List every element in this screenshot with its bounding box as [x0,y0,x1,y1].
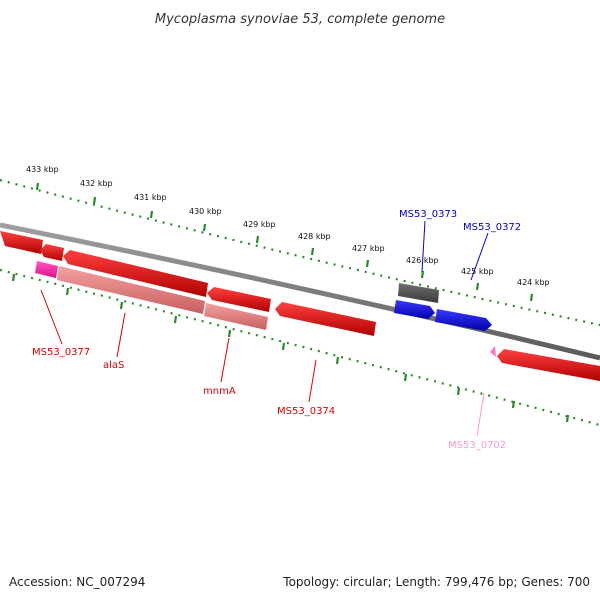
tick-label: 429 kbp [243,220,276,229]
gene-labels: MS53_0373 MS53_0372 MS53_0377 alaS mnmA … [32,209,521,451]
gene-ms53-0702[interactable] [490,346,496,357]
accession-text: Accession: NC_007294 [9,575,145,589]
gc-skew-inner-ring [0,268,600,427]
tick-label: 431 kbp [134,193,167,202]
map-title: Mycoplasma synoviae 53, complete genome [155,12,445,27]
label-ms53-0373[interactable]: MS53_0373 [399,209,457,220]
label-ms53-0374[interactable]: MS53_0374 [277,406,335,417]
gene-mnma-cds[interactable] [204,303,268,330]
gene-alas-red[interactable] [63,250,208,297]
gene-ms53-0373[interactable] [398,283,439,303]
gene-ms53-0372[interactable] [435,309,492,331]
gene-right-edge[interactable] [497,349,600,381]
tick-label: 430 kbp [189,207,222,216]
genome-summary-text: Topology: circular; Length: 799,476 bp; … [282,575,590,589]
genome-backbone [0,222,600,361]
gene-left-small[interactable] [40,244,64,261]
label-leaders [40,220,489,437]
label-ms53-0702[interactable]: MS53_0702 [448,440,506,451]
gene-ms53-0374[interactable] [275,302,376,336]
reverse-strand-features [0,231,600,381]
tick-label: 432 kbp [80,179,113,188]
tick-label: 427 kbp [352,244,385,253]
gene-ms53-0373-cds[interactable] [394,300,435,319]
label-ms53-0377[interactable]: MS53_0377 [32,347,90,358]
label-mnma[interactable]: mnmA [203,386,236,397]
tick-label: 428 kbp [298,232,331,241]
gc-content-outer-ring [0,178,600,327]
label-alas[interactable]: alaS [103,360,124,371]
tick-label: 433 kbp [26,165,59,174]
label-ms53-0372[interactable]: MS53_0372 [463,222,521,233]
gene-mnma-red[interactable] [207,287,271,312]
gene-left-edge[interactable] [0,231,43,254]
tick-label: 425 kbp [461,267,494,276]
forward-strand-features [394,283,492,331]
gene-alas-cds[interactable] [57,266,205,314]
gene-ms53-0377[interactable] [35,261,58,278]
tick-label: 424 kbp [517,278,550,287]
